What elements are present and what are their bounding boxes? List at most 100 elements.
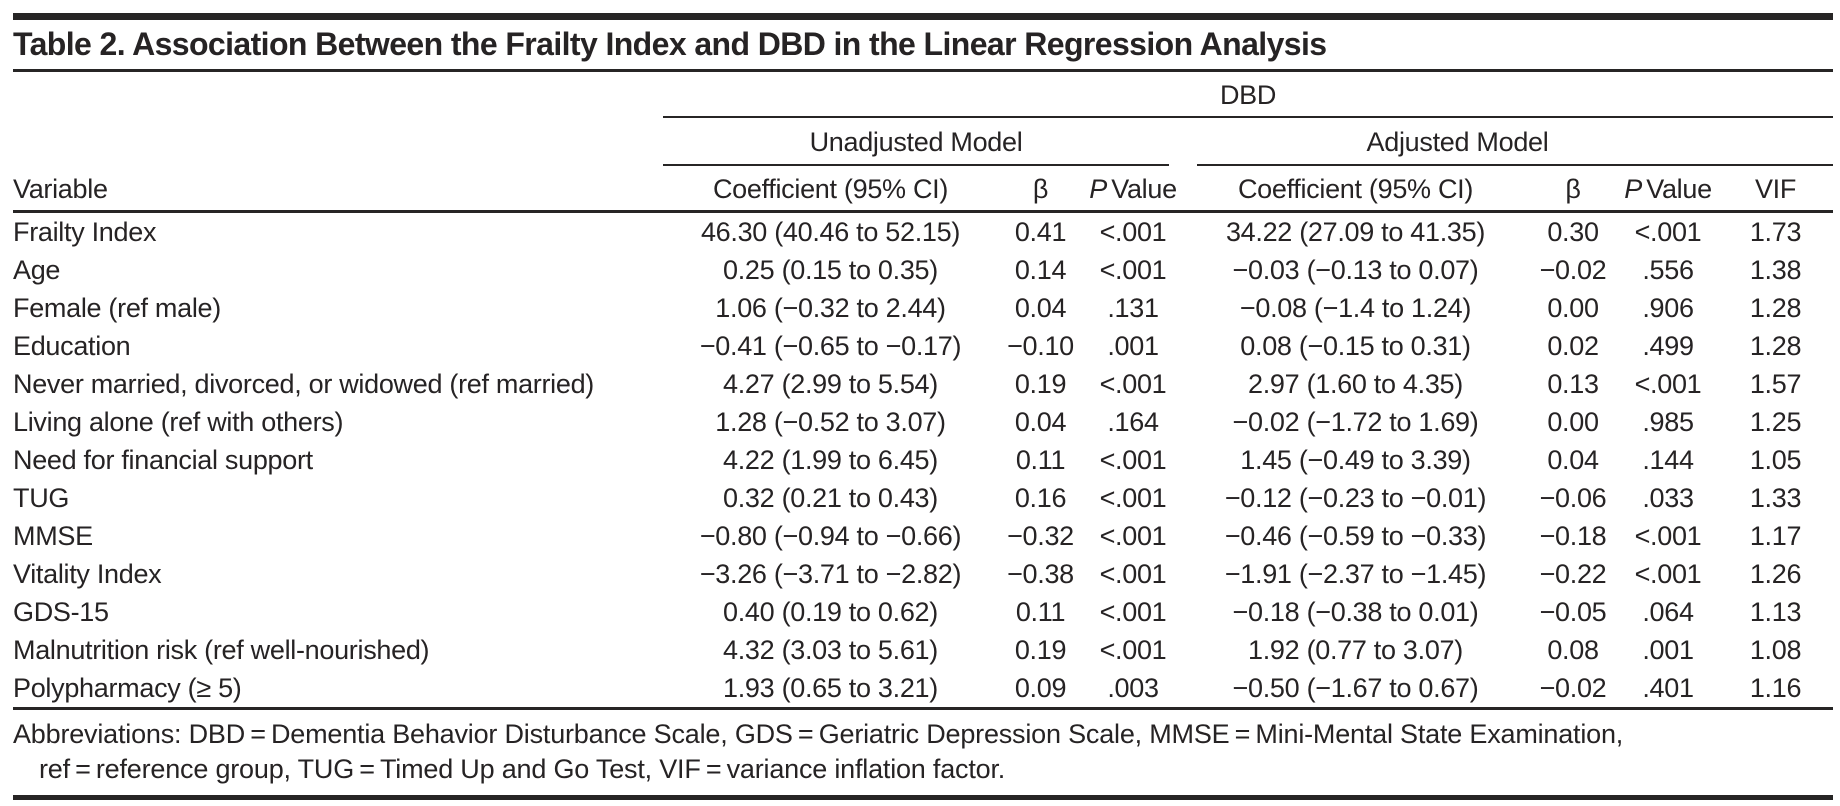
vif-cell: 1.28 (1749, 330, 1802, 361)
vif-cell: 1.13 (1749, 596, 1802, 627)
unadjusted-pvalue-cell: .001 (1107, 330, 1159, 361)
vif-cell: 1.26 (1749, 558, 1802, 589)
unadjusted-pvalue-cell: <.001 (1099, 482, 1167, 513)
vif-cell: 1.16 (1718, 668, 1833, 710)
table-title: Table 2. Association Between the Frailty… (13, 26, 1327, 62)
adjusted-pvalue-cell: .499 (1642, 330, 1694, 361)
variable-cell: TUG (13, 482, 70, 513)
p-value-word: Value (1646, 173, 1712, 204)
table-body: Frailty Index 46.30 (40.46 to 52.15) 0.4… (13, 211, 1833, 710)
table-row: Frailty Index 46.30 (40.46 to 52.15) 0.4… (13, 211, 1833, 251)
col-header-vif: VIF (1718, 166, 1833, 213)
adjusted-coefficient-cell: −0.18 (−0.38 to 0.01) (1232, 596, 1479, 627)
variable-cell: Polypharmacy (≥ 5) (13, 668, 663, 710)
variable-cell: Education (13, 330, 131, 361)
unadjusted-pvalue-cell: .131 (1107, 292, 1159, 323)
col-header-unadjusted-pvalue: P Value (1083, 166, 1183, 213)
p-italic: P (1089, 173, 1107, 204)
adjusted-pvalue-cell: <.001 (1634, 368, 1702, 399)
bottom-rule (13, 794, 1833, 800)
spanner-row: DBD (13, 72, 1833, 118)
adjusted-beta-cell: 0.02 (1547, 330, 1599, 361)
unadjusted-beta-cell: 0.04 (1014, 406, 1067, 437)
vif-cell: 1.33 (1749, 482, 1802, 513)
group-adjusted: Adjusted Model (1183, 118, 1718, 166)
adjusted-beta-cell: 0.00 (1547, 292, 1599, 323)
col-header-unadjusted-beta: β (998, 166, 1083, 213)
variable-cell: GDS-15 (13, 596, 109, 627)
variable-cell: Female (ref male) (13, 292, 221, 323)
adjusted-coefficient-cell: −1.91 (−2.37 to −1.45) (1224, 558, 1487, 589)
unadjusted-coefficient-cell: 0.25 (0.15 to 0.35) (723, 254, 938, 285)
adjusted-pvalue-cell: .401 (1618, 668, 1718, 710)
unadjusted-beta-cell: −0.32 (1007, 520, 1074, 551)
adjusted-beta-cell: −0.22 (1539, 558, 1607, 589)
adjusted-beta-cell: 0.30 (1547, 216, 1599, 247)
adjusted-pvalue-cell: <.001 (1634, 520, 1702, 551)
footnote-line-1: Abbreviations: DBD = Dementia Behavior D… (13, 718, 1624, 749)
unadjusted-pvalue-cell: <.001 (1099, 634, 1167, 665)
col-header-unadjusted-coefficient: Coefficient (95% CI) (663, 166, 998, 213)
col-header-variable: Variable (13, 166, 663, 213)
model-group-row: Unadjusted Model Adjusted Model (13, 118, 1833, 166)
group-unadjusted-label: Unadjusted Model (663, 125, 1169, 166)
vif-cell: 1.08 (1749, 634, 1802, 665)
unadjusted-pvalue-cell: <.001 (1099, 254, 1167, 285)
unadjusted-beta-cell: 0.09 (998, 668, 1083, 710)
col-header-adjusted-beta: β (1528, 166, 1618, 213)
vif-cell: 1.05 (1749, 444, 1802, 475)
unadjusted-pvalue-cell: <.001 (1099, 368, 1167, 399)
adjusted-pvalue-cell: .906 (1642, 292, 1694, 323)
vif-cell: 1.38 (1749, 254, 1802, 285)
adjusted-coefficient-cell: −0.02 (−1.72 to 1.69) (1232, 406, 1479, 437)
adjusted-beta-cell: 0.04 (1547, 444, 1599, 475)
unadjusted-pvalue-cell: <.001 (1099, 444, 1167, 475)
unadjusted-pvalue-cell: <.001 (1099, 520, 1167, 551)
table-row: Education −0.41 (−0.65 to −0.17) −0.10 .… (13, 327, 1833, 365)
col-header-adjusted-coefficient: Coefficient (95% CI) (1183, 166, 1528, 213)
unadjusted-beta-cell: 0.14 (1014, 254, 1067, 285)
adjusted-pvalue-cell: .064 (1642, 596, 1694, 627)
table-row: Age 0.25 (0.15 to 0.35) 0.14 <.001 −0.03… (13, 251, 1833, 289)
unadjusted-beta-cell: 0.11 (1015, 596, 1066, 627)
unadjusted-coefficient-cell: 1.06 (−0.32 to 2.44) (715, 292, 946, 323)
unadjusted-pvalue-cell: <.001 (1099, 216, 1167, 247)
unadjusted-coefficient-cell: 0.40 (0.19 to 0.62) (723, 596, 938, 627)
adjusted-coefficient-cell: 34.22 (27.09 to 41.35) (1225, 216, 1486, 247)
unadjusted-beta-cell: −0.38 (1007, 558, 1074, 589)
variable-cell: Age (13, 254, 61, 285)
table-row: MMSE −0.80 (−0.94 to −0.66) −0.32 <.001 … (13, 517, 1833, 555)
variable-cell: Never married, divorced, or widowed (ref… (13, 368, 594, 399)
unadjusted-coefficient-cell: 1.28 (−0.52 to 3.07) (715, 406, 946, 437)
unadjusted-beta-cell: 0.19 (1014, 368, 1067, 399)
adjusted-coefficient-cell: −0.46 (−0.59 to −0.33) (1224, 520, 1487, 551)
unadjusted-beta-cell: 0.11 (1015, 444, 1066, 475)
variable-cell: Frailty Index (13, 216, 157, 247)
unadjusted-coefficient-cell: −0.41 (−0.65 to −0.17) (699, 330, 962, 361)
unadjusted-beta-cell: −0.10 (1007, 330, 1074, 361)
unadjusted-beta-cell: 0.19 (1014, 634, 1067, 665)
vif-cell: 1.57 (1749, 368, 1802, 399)
adjusted-coefficient-cell: −0.12 (−0.23 to −0.01) (1224, 482, 1487, 513)
table-footnote: Abbreviations: DBD = Dementia Behavior D… (13, 710, 1833, 795)
vif-cell: 1.25 (1749, 406, 1802, 437)
adjusted-beta-cell: 0.00 (1547, 406, 1599, 437)
p-value-word: Value (1111, 173, 1177, 204)
table-row: Female (ref male) 1.06 (−0.32 to 2.44) 0… (13, 289, 1833, 327)
col-header-adjusted-pvalue: P Value (1618, 166, 1718, 213)
spanner-dbd: DBD (663, 72, 1833, 118)
adjusted-pvalue-cell: .033 (1642, 482, 1694, 513)
unadjusted-coefficient-cell: 46.30 (40.46 to 52.15) (700, 216, 961, 247)
unadjusted-pvalue-cell: .164 (1107, 406, 1159, 437)
adjusted-beta-cell: −0.02 (1539, 254, 1607, 285)
group-blank-cell (13, 118, 663, 166)
table-row: TUG 0.32 (0.21 to 0.43) 0.16 <.001 −0.12… (13, 479, 1833, 517)
adjusted-pvalue-cell: <.001 (1634, 216, 1702, 247)
p-italic: P (1624, 173, 1642, 204)
table-row: Need for financial support 4.22 (1.99 to… (13, 441, 1833, 479)
spanner-blank-cell (13, 72, 663, 118)
adjusted-pvalue-cell: .144 (1642, 444, 1694, 475)
adjusted-pvalue-cell: .556 (1642, 254, 1694, 285)
adjusted-coefficient-cell: −0.03 (−0.13 to 0.07) (1232, 254, 1479, 285)
